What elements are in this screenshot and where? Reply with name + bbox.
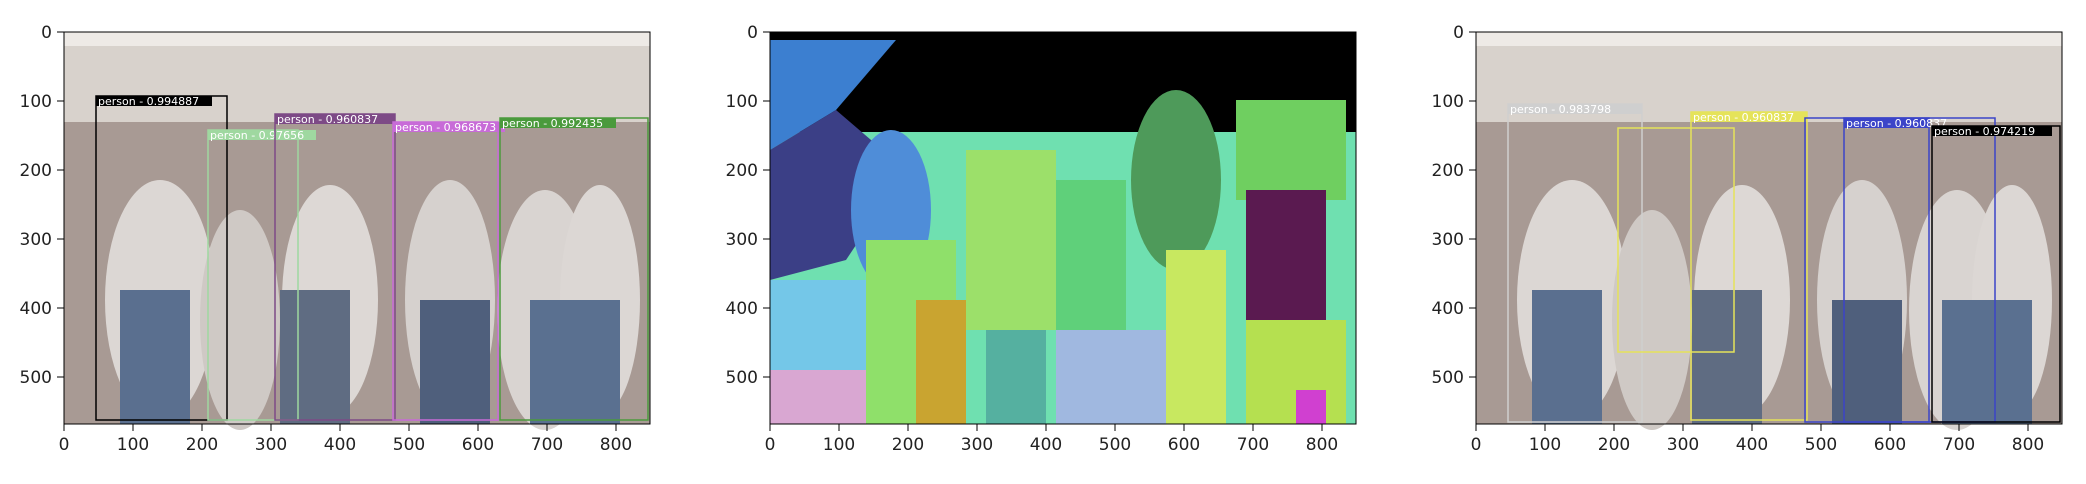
y-tick-labels: 0 100 200 300 400 500 [20, 23, 52, 388]
y-tick: 0 [41, 23, 52, 43]
detections-panel: person - 0.994887 person - 0.97656 perso… [0, 0, 651, 484]
x-tick: 800 [1306, 435, 1338, 455]
x-tick: 300 [255, 435, 287, 455]
x-tick: 100 [117, 435, 149, 455]
x-tick: 100 [823, 435, 855, 455]
x-tick: 800 [600, 435, 632, 455]
x-tick: 0 [765, 435, 776, 455]
x-tick: 500 [393, 435, 425, 455]
x-tick: 400 [1030, 435, 1062, 455]
y-tick: 0 [747, 23, 758, 43]
detection-label: person - 0.994887 [98, 95, 199, 108]
detection-label: person - 0.960837 [1693, 111, 1794, 124]
x-tick: 700 [1237, 435, 1269, 455]
y-tick: 200 [1432, 161, 1464, 181]
y-tick: 200 [20, 161, 52, 181]
y-tick: 200 [726, 161, 758, 181]
axes [57, 31, 651, 431]
segmentation-figure: 0 100 200 300 400 500 0 100 200 300 400 … [726, 23, 1357, 455]
x-tick-labels: 0 100 200 300 400 500 600 700 800 [1471, 435, 2045, 455]
y-tick: 0 [1453, 23, 1464, 43]
y-tick: 400 [20, 299, 52, 319]
y-tick: 400 [726, 299, 758, 319]
crowd-photo [64, 32, 650, 430]
y-tick: 500 [20, 368, 52, 388]
x-tick: 600 [1168, 435, 1200, 455]
crowd-photo [1476, 32, 2062, 430]
x-tick-labels: 0 100 200 300 400 500 600 700 800 [765, 435, 1339, 455]
detection-label: person - 0.983798 [1510, 103, 1611, 116]
x-tick: 100 [1529, 435, 1561, 455]
y-tick: 400 [1432, 299, 1464, 319]
x-tick: 0 [59, 435, 70, 455]
x-tick: 300 [961, 435, 993, 455]
detection-label: person - 0.97656 [210, 129, 304, 142]
x-tick: 500 [1099, 435, 1131, 455]
segmentation-map [770, 32, 1356, 424]
x-tick: 400 [1736, 435, 1768, 455]
x-tick: 700 [531, 435, 563, 455]
y-tick: 300 [20, 230, 52, 250]
y-tick-labels: 0 100 200 300 400 500 [1432, 23, 1464, 388]
detection-box [1617, 127, 1735, 353]
y-tick-labels: 0 100 200 300 400 500 [726, 23, 758, 388]
x-tick: 200 [892, 435, 924, 455]
x-tick: 500 [1805, 435, 1837, 455]
detections-alt-figure: person - 0.983798 person - 0.960837 pers… [1432, 23, 2063, 455]
x-tick: 600 [462, 435, 494, 455]
detection-label: person - 0.968673 [395, 121, 496, 134]
x-tick: 200 [1598, 435, 1630, 455]
axes [1469, 31, 2063, 431]
segmentation-panel: 0 100 200 300 400 500 0 100 200 300 400 … [706, 0, 1357, 484]
detections-figure: person - 0.994887 person - 0.97656 perso… [20, 23, 651, 455]
x-tick: 300 [1667, 435, 1699, 455]
y-tick: 300 [1432, 230, 1464, 250]
detection-label: person - 0.960837 [277, 113, 378, 126]
detections-alt-panel: person - 0.983798 person - 0.960837 pers… [1412, 0, 2063, 484]
detection-boxes: person - 0.983798 person - 0.960837 pers… [1507, 103, 2061, 423]
detection-boxes: person - 0.994887 person - 0.97656 perso… [95, 95, 649, 421]
x-tick: 0 [1471, 435, 1482, 455]
x-tick: 800 [2012, 435, 2044, 455]
y-tick: 100 [20, 92, 52, 112]
detection-label: person - 0.992435 [502, 117, 603, 130]
y-tick: 100 [726, 92, 758, 112]
y-tick: 100 [1432, 92, 1464, 112]
y-tick: 300 [726, 230, 758, 250]
x-tick: 600 [1874, 435, 1906, 455]
y-tick: 500 [1432, 368, 1464, 388]
axes [763, 31, 1357, 431]
y-tick: 500 [726, 368, 758, 388]
x-tick: 200 [186, 435, 218, 455]
detection-label: person - 0.974219 [1934, 125, 2035, 138]
x-tick-labels: 0 100 200 300 400 500 600 700 800 [59, 435, 633, 455]
detection-label: person - 0.960837 [1846, 117, 1947, 130]
x-tick: 700 [1943, 435, 1975, 455]
x-tick: 400 [324, 435, 356, 455]
